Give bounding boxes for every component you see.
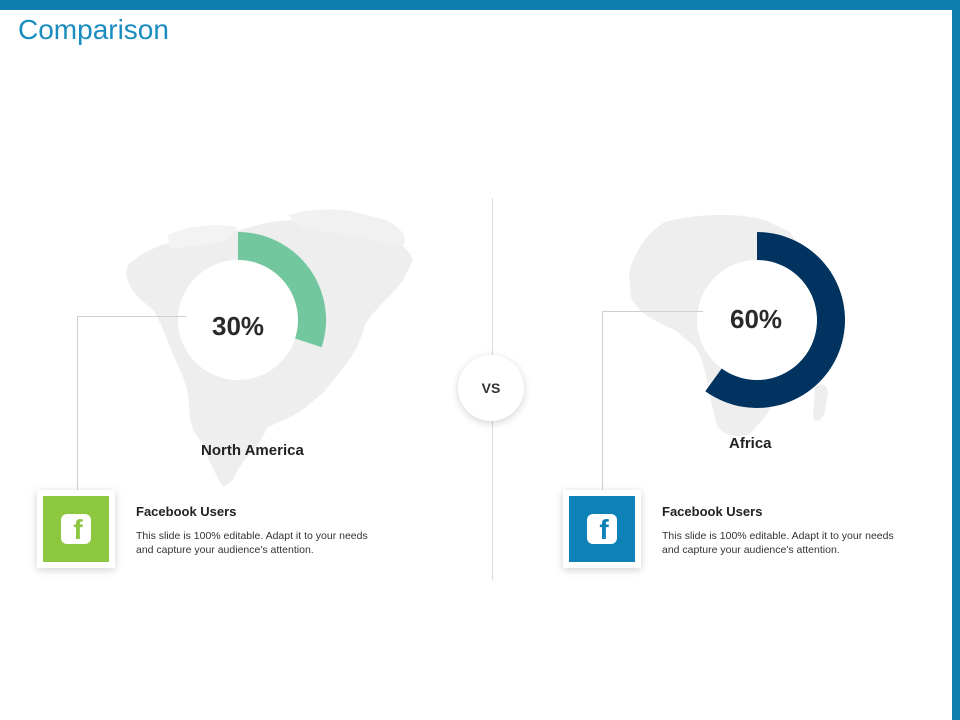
right-card-title: Facebook Users	[662, 504, 763, 519]
facebook-icon: f	[587, 514, 617, 544]
right-accent-bar	[952, 0, 960, 720]
left-card-description: This slide is 100% editable. Adapt it to…	[136, 530, 368, 556]
right-connector-line	[602, 311, 703, 492]
north-america-donut-center	[178, 260, 298, 380]
top-accent-bar	[0, 0, 960, 10]
north-america-percent: 30%	[212, 311, 265, 341]
africa-donut	[697, 232, 845, 408]
vs-badge: VS	[458, 355, 524, 421]
facebook-icon: f	[61, 514, 91, 544]
right-facebook-card: f	[563, 490, 641, 568]
right-card-description: This slide is 100% editable. Adapt it to…	[662, 530, 894, 556]
africa-donut-arc	[705, 232, 845, 408]
north-america-label: North America	[201, 442, 304, 459]
africa-donut-center	[697, 260, 817, 380]
right-icon-tile: f	[569, 496, 635, 562]
north-america-donut	[178, 232, 326, 380]
left-icon-tile: f	[43, 496, 109, 562]
left-card-title: Facebook Users	[136, 504, 237, 519]
africa-label: Africa	[729, 435, 772, 452]
left-facebook-card: f	[37, 490, 115, 568]
north-america-donut-arc	[238, 232, 326, 348]
africa-percent: 60%	[730, 304, 783, 334]
page-title: Comparison	[18, 14, 169, 45]
left-connector-line	[77, 316, 186, 491]
